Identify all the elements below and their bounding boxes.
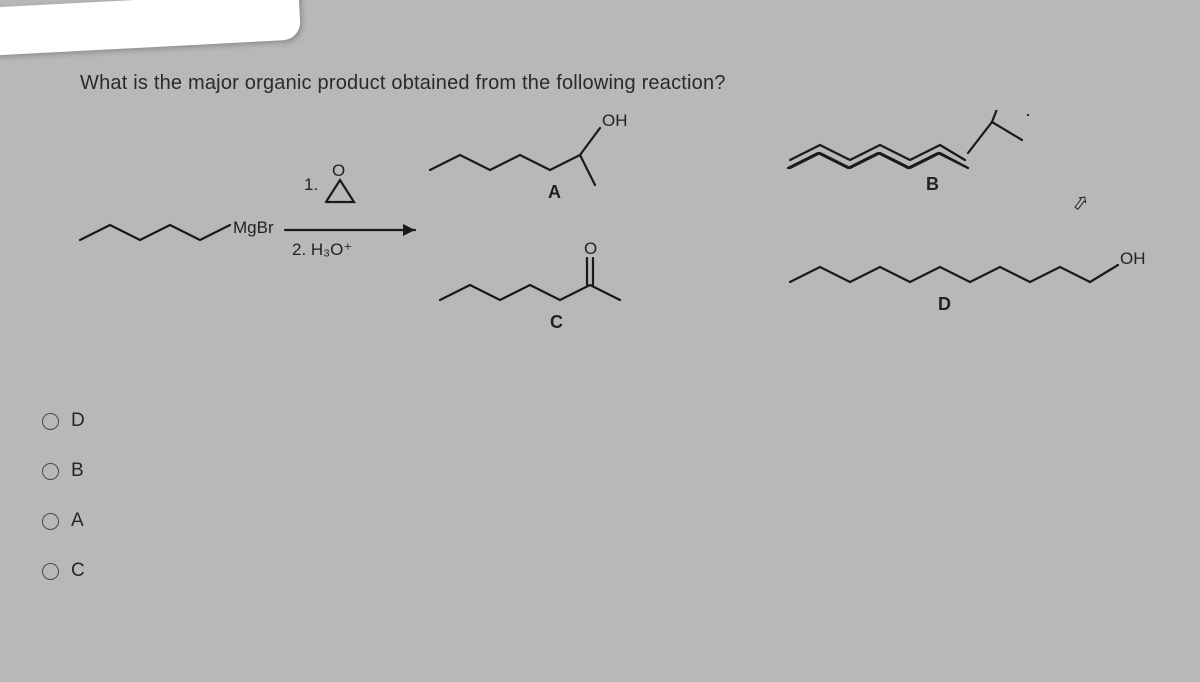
chemistry-svg: MgBr 1. O 2. H₃O⁺ OH A xyxy=(70,110,1190,330)
option-label: B xyxy=(71,460,84,482)
option-label: A xyxy=(71,510,84,532)
question-text: What is the major organic product obtain… xyxy=(80,72,726,95)
step1-prefix: 1. xyxy=(304,175,318,194)
cursor-icon: ⬀ xyxy=(1070,189,1090,216)
radio-icon xyxy=(42,513,59,530)
option-D[interactable]: D xyxy=(42,410,85,432)
option-A[interactable]: A xyxy=(42,510,85,532)
redaction-overlay xyxy=(0,0,301,57)
option-label: C xyxy=(71,560,85,582)
label-B: B xyxy=(926,174,939,194)
radio-icon xyxy=(42,413,59,430)
step2-label: 2. H₃O⁺ xyxy=(292,240,352,259)
reaction-diagram: MgBr 1. O 2. H₃O⁺ OH A xyxy=(70,110,1190,330)
label-D: D xyxy=(938,294,951,314)
epoxide-O: O xyxy=(332,161,345,180)
A-OH: OH xyxy=(602,111,628,130)
option-B[interactable]: B xyxy=(42,460,85,482)
mgbr-label: MgBr xyxy=(233,218,274,237)
radio-icon xyxy=(42,563,59,580)
label-A: A xyxy=(548,182,561,202)
option-C[interactable]: C xyxy=(42,560,85,582)
D-OH: OH xyxy=(1120,249,1146,268)
C-O: O xyxy=(584,239,597,258)
option-label: D xyxy=(71,410,85,432)
label-C: C xyxy=(550,312,563,330)
radio-icon xyxy=(42,463,59,480)
answer-options: D B A C xyxy=(42,410,85,582)
